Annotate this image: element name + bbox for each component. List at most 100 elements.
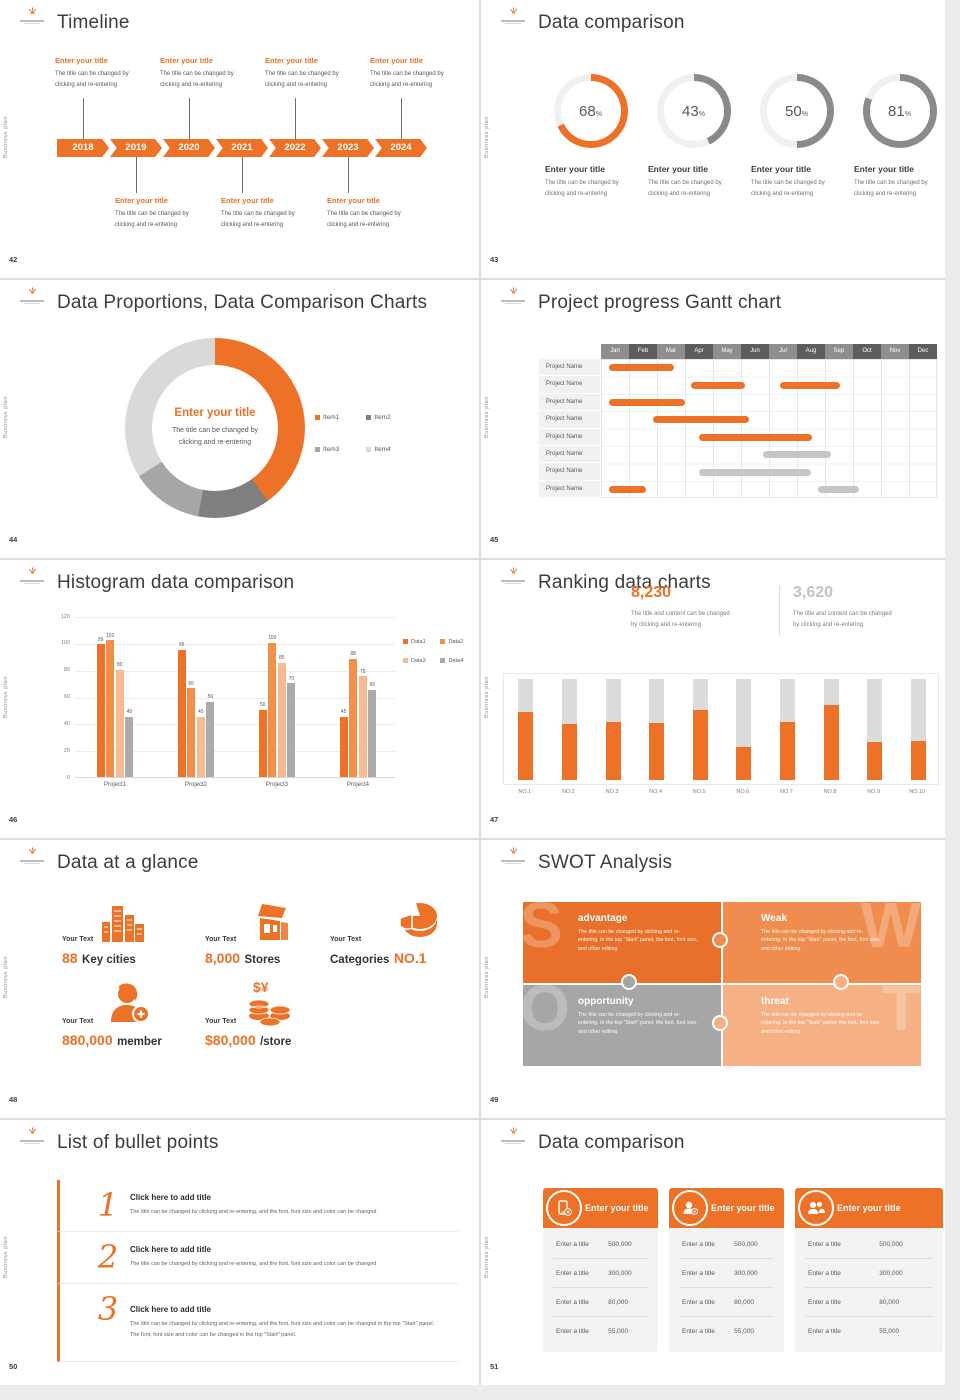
person-add-icon — [111, 983, 150, 1023]
slide-46-histogram[interactable]: Business plan Histogram data comparison … — [0, 560, 479, 838]
bullet-item: 3 Click here to add title The title can … — [57, 1284, 458, 1362]
proportions-donut: Enter your title The title can be change… — [125, 338, 305, 518]
page-number: 45 — [490, 535, 499, 544]
slide-title: Data comparison — [538, 1132, 685, 1153]
bullet-title: Click here to add title — [130, 1305, 211, 1314]
axis-tick-label: 80 — [63, 667, 70, 674]
page-margin-bottom — [0, 1385, 960, 1400]
entry-title: Enter your title — [221, 196, 274, 205]
histogram-xlabels: Project1 Project2 Project3 Project4 — [75, 782, 395, 792]
gantt-month: Feb — [629, 344, 657, 359]
page-number: 44 — [9, 535, 18, 544]
compare-card-1: Enter your title Enter a title 500,000 Ent… — [543, 1188, 658, 1352]
slide-47-ranking[interactable]: Business plan Ranking data charts 47 8,2… — [481, 560, 945, 838]
entry-title: Enter your title — [55, 56, 108, 65]
ranking-track — [823, 679, 839, 780]
ranking-fill — [779, 722, 795, 780]
gantt-month: Jun — [741, 344, 769, 359]
gantt-row-label: Project Name — [539, 359, 600, 376]
histogram-bar — [125, 716, 134, 777]
bar-value-label: 70 — [288, 675, 295, 682]
slide-48-glance[interactable]: Business plan Data at a glance 48 Your T… — [0, 840, 479, 1118]
compare-row: Enter a title 500,000 — [679, 1230, 774, 1259]
legend-item: Item1 — [315, 414, 362, 421]
compare-row-label: Enter a title — [808, 1299, 841, 1306]
slide-51-compare[interactable]: Business plan Data comparison 51 Enter y… — [481, 1120, 945, 1385]
bar-value-label: 56 — [207, 694, 214, 701]
compare-row-label: Enter a title — [808, 1328, 841, 1335]
gantt-bar — [780, 381, 841, 389]
brand-logo — [20, 1127, 44, 1144]
timeline-year: 2023 — [322, 139, 374, 157]
bullet-item: 1 Click here to add title The title can … — [57, 1180, 458, 1232]
ranking-track — [692, 679, 708, 780]
compare-card-3: Enter your title Enter a title 500,000 Ent… — [795, 1188, 943, 1352]
timeline-entry: Enter your title The title can be change… — [221, 196, 325, 230]
slide-49-swot[interactable]: Business plan SWOT Analysis 49 S advanta… — [481, 840, 945, 1118]
legend-swatch — [440, 658, 446, 664]
ranking-category: NO.4 — [649, 789, 663, 795]
compare-row: Enter a title 80,000 — [679, 1288, 774, 1317]
stat-label: Your Text — [330, 936, 362, 943]
gantt-month: May — [713, 344, 741, 359]
slide-title: Ranking data charts — [538, 572, 711, 593]
coins-icon: $¥ — [248, 979, 291, 1027]
legend-item: Data4 — [440, 658, 473, 664]
gantt-bar — [690, 381, 746, 389]
compare-row: Enter a title 300,000 — [553, 1259, 648, 1288]
slide-title: Project progress Gantt chart — [538, 292, 782, 313]
brand-logo-icon — [28, 1127, 36, 1134]
slide-50-bullets[interactable]: Business plan List of bullet points 50 1… — [0, 1120, 479, 1385]
ranking-fill — [910, 740, 926, 780]
puzzle-connector — [621, 974, 637, 990]
page-number: 48 — [9, 1095, 18, 1104]
ranking-category: NO.8 — [823, 789, 837, 795]
card-header: Enter your title — [669, 1188, 784, 1228]
brand-logo-icon — [28, 287, 36, 294]
timeline-year: 2021 — [216, 139, 268, 157]
swot-weakness-piece: W Weak The title can be changed by click… — [723, 902, 921, 983]
ranking-fill — [649, 723, 665, 780]
timeline-year: 2024 — [375, 139, 427, 157]
bar-value-label: 45 — [340, 709, 347, 716]
gantt-bar — [652, 416, 750, 424]
slide-title: Data comparison — [538, 12, 685, 33]
bar-value-label: 95 — [178, 642, 185, 649]
histogram-bar — [115, 669, 124, 777]
gantt-row-label: Project Name — [539, 428, 600, 445]
compare-row-label: Enter a title — [556, 1299, 589, 1306]
ranking-category: NO.3 — [605, 789, 619, 795]
histogram-bar — [187, 688, 196, 777]
ranking-category: NO.7 — [779, 789, 793, 795]
sidebar-label: Business plan — [3, 116, 9, 159]
histogram-bar — [196, 716, 205, 777]
brand-logo — [501, 567, 525, 584]
compare-row-value: 300,000 — [734, 1270, 758, 1277]
histogram-category: Project2 — [184, 782, 207, 788]
timeline-years: 2018 2019 2020 2021 2022 2023 2024 — [57, 139, 437, 157]
page-number: 49 — [490, 1095, 499, 1104]
compare-row-value: 80,000 — [734, 1299, 754, 1306]
bar-value-label: 45 — [126, 709, 133, 716]
swot-letter: T — [881, 985, 921, 1044]
slide-45-gantt[interactable]: Business plan Project progress Gantt cha… — [481, 280, 945, 558]
ring-item: 68% Enter your title The title can be ch… — [543, 74, 638, 199]
histogram-bar — [106, 640, 115, 777]
compare-row-value: 300,000 — [608, 1270, 632, 1277]
swot-letter: S — [523, 902, 563, 961]
slide-43-data-comparison[interactable]: Business plan Data comparison 43 68% Ent… — [481, 0, 945, 278]
progress-ring: 50% — [759, 74, 834, 148]
stat-value: 8,000 Stores — [205, 950, 281, 966]
legend-item: Data1 — [403, 639, 436, 645]
stat-label: Your Text — [62, 1018, 94, 1025]
legend-item: Data3 — [403, 658, 436, 664]
bullet-title: Click here to add title — [130, 1245, 211, 1254]
entry-title: Enter your title — [160, 56, 213, 65]
slide-42-timeline[interactable]: Business plan Timeline 42 2018 2019 2020 20… — [0, 0, 479, 278]
timeline-connector — [242, 157, 243, 193]
slide-44-proportions[interactable]: Business plan Data Proportions, Data Com… — [0, 280, 479, 558]
bar-value-label: 99 — [97, 636, 104, 643]
legend-swatch — [440, 639, 446, 645]
axis-tick-label: 0 — [66, 774, 70, 781]
ranking-category: NO.5 — [692, 789, 706, 795]
